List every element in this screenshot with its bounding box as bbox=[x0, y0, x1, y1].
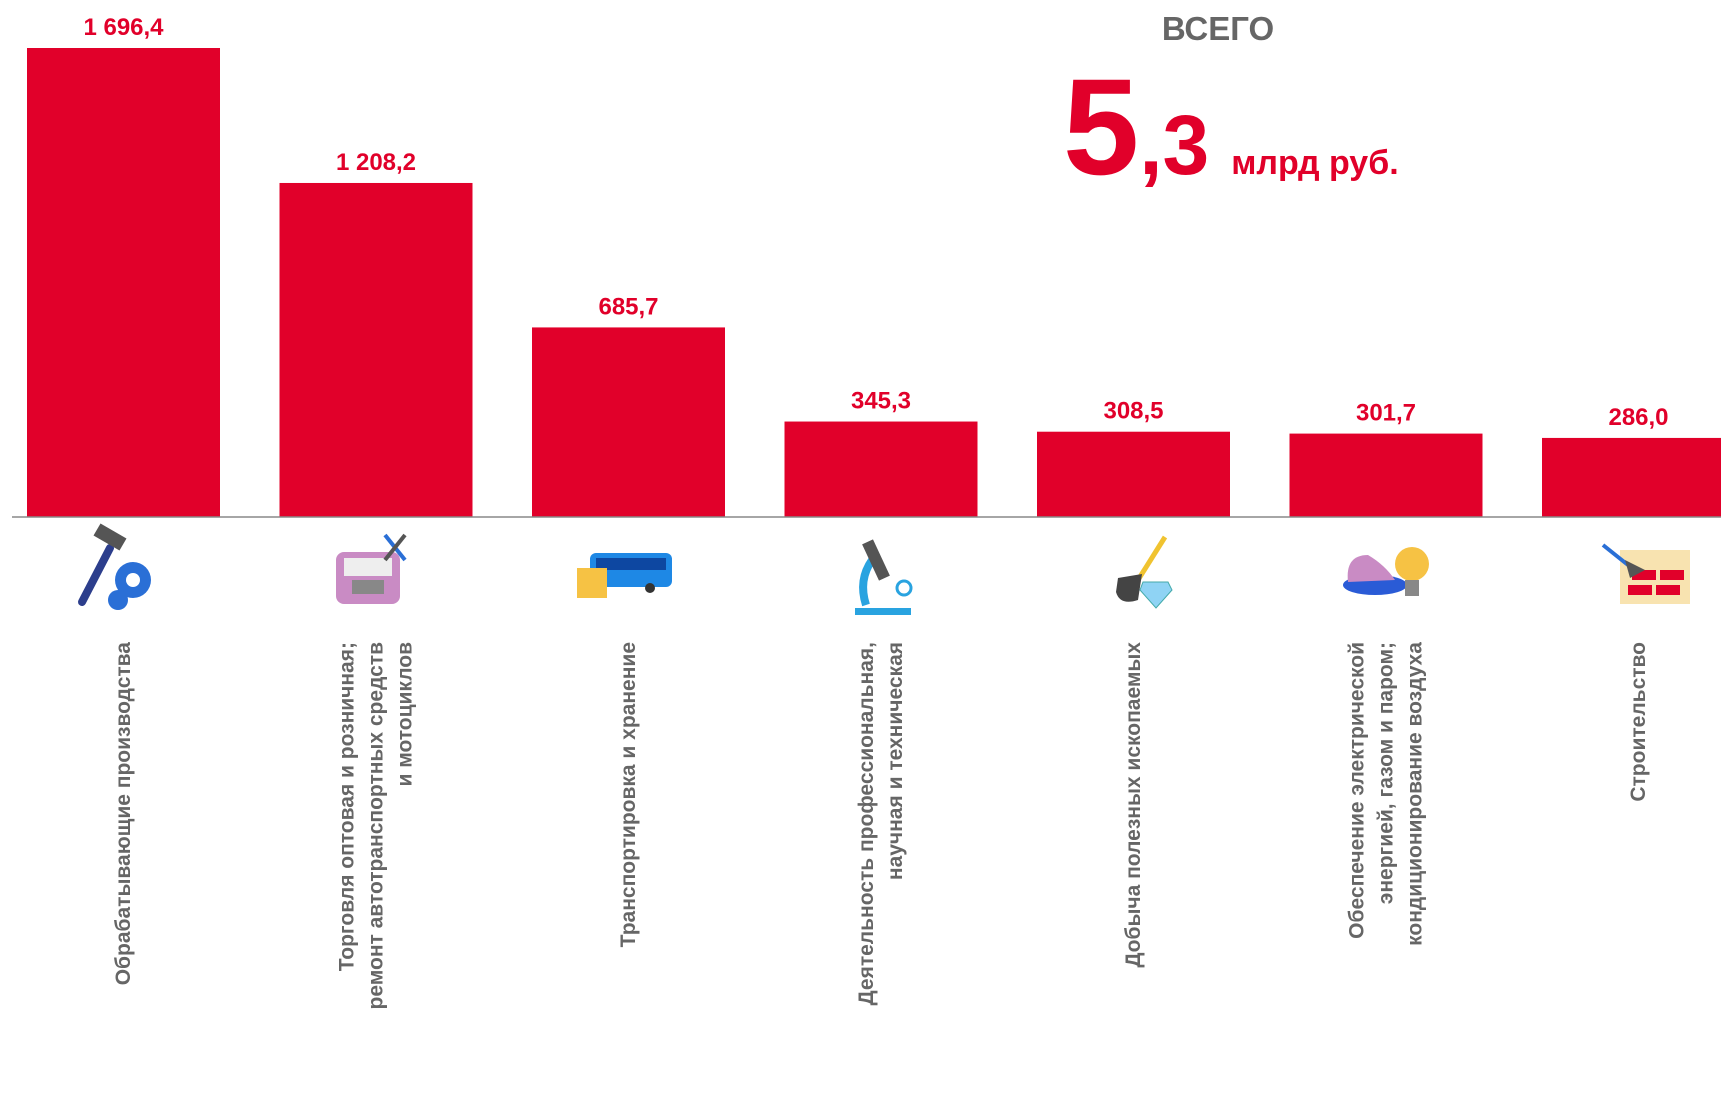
bar bbox=[1542, 437, 1721, 517]
icon-microscope bbox=[855, 539, 913, 615]
bar bbox=[279, 182, 473, 517]
value-label: 1 696,4 bbox=[83, 14, 164, 41]
bar bbox=[1037, 431, 1230, 517]
total-unit: млрд руб. bbox=[1231, 144, 1398, 182]
category-label: Добыча полезных ископаемых bbox=[1122, 642, 1145, 968]
total-label: ВСЕГО bbox=[1162, 10, 1274, 47]
icon-energy bbox=[1343, 547, 1429, 596]
category-label: Транспортировка и хранение bbox=[617, 642, 640, 948]
value-label: 286,0 bbox=[1608, 404, 1668, 431]
bar bbox=[27, 48, 220, 517]
category-label: Строительство bbox=[1627, 642, 1650, 802]
icon-car bbox=[336, 533, 407, 604]
value-label: 308,5 bbox=[1103, 398, 1163, 425]
value-label: 301,7 bbox=[1356, 400, 1416, 427]
category-label: Торговля оптовая и розничная; ремонт авт… bbox=[335, 642, 417, 1010]
category-label: Обрабатывающие производства bbox=[112, 642, 135, 986]
value-label: 1 208,2 bbox=[336, 149, 416, 176]
icon-bus bbox=[577, 553, 672, 598]
total-value: 5,3 млрд руб. bbox=[1063, 51, 1399, 204]
bar bbox=[532, 327, 725, 517]
bar bbox=[1289, 433, 1483, 517]
category-label: Деятельность профессиональная, научная и… bbox=[855, 642, 907, 1006]
icon-bricks bbox=[1601, 543, 1690, 604]
icon-tools bbox=[78, 523, 151, 610]
category-label: Обеспечение электрической энергией, газо… bbox=[1345, 642, 1427, 946]
bar bbox=[784, 421, 978, 517]
value-label: 685,7 bbox=[598, 293, 658, 320]
total-frac: ,3 bbox=[1139, 98, 1209, 192]
icon-shovel bbox=[1116, 535, 1173, 609]
total-int: 5 bbox=[1063, 51, 1139, 204]
icons bbox=[78, 523, 1690, 615]
value-label: 345,3 bbox=[851, 388, 911, 415]
